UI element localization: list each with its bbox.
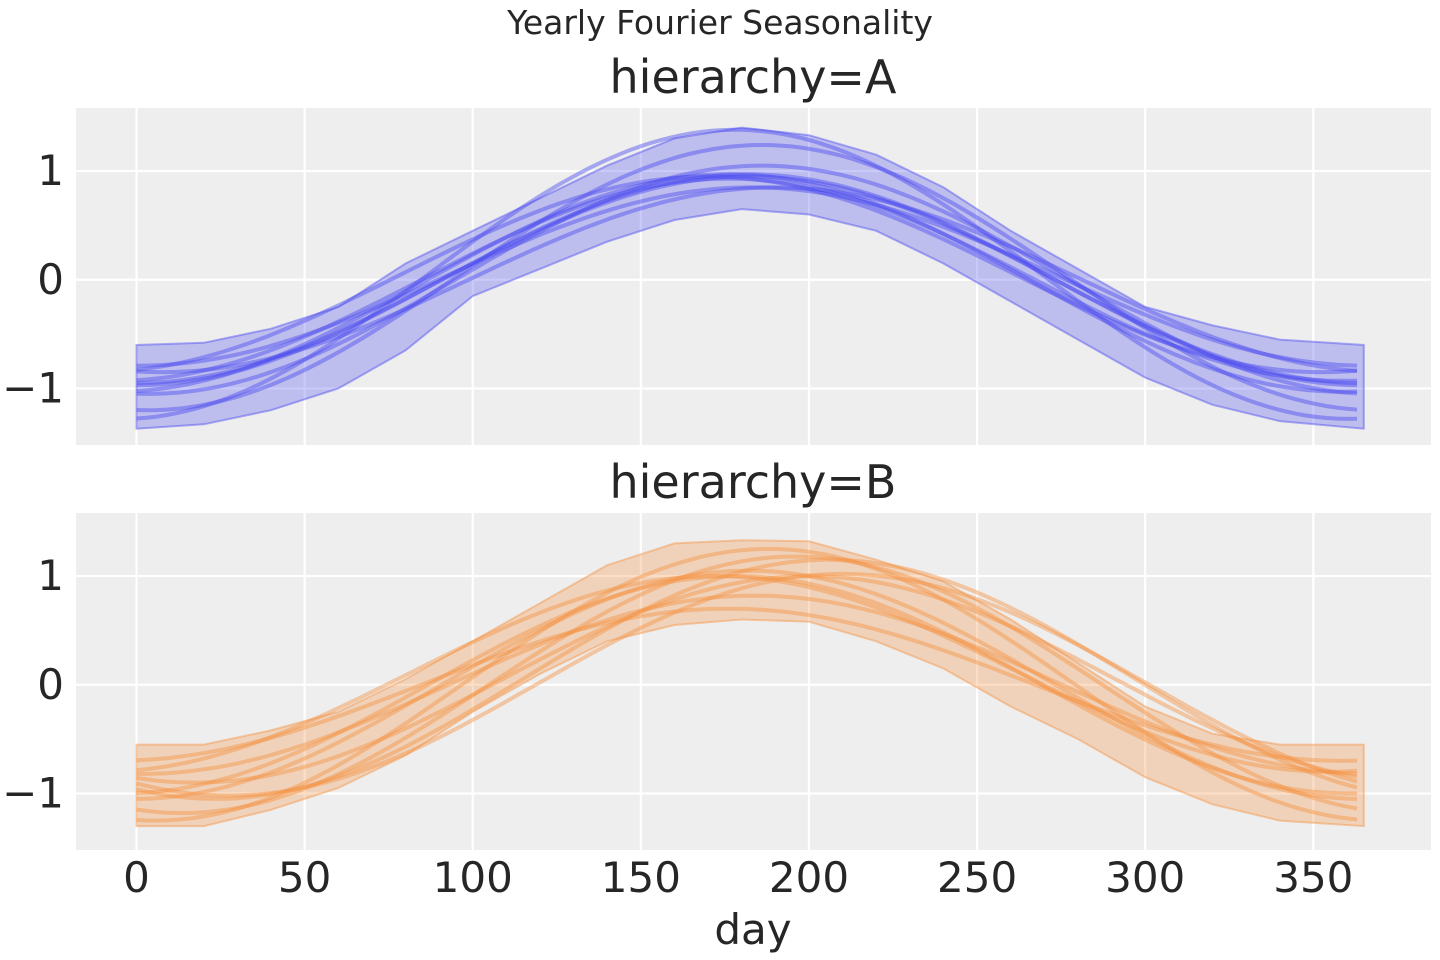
sample-curve-4 — [136, 574, 1358, 796]
x-tick-label: 300 — [1105, 853, 1185, 902]
sample-curve-1 — [136, 176, 1358, 383]
sample-curve-4 — [136, 172, 1358, 388]
sample-curve-2 — [136, 163, 1358, 396]
x-tick-label: 100 — [433, 853, 513, 902]
panel-a-title: hierarchy=A — [610, 50, 897, 104]
y-tick-label: 0 — [37, 255, 64, 304]
sample-curve-3 — [136, 185, 1358, 375]
x-tick-label: 350 — [1273, 853, 1353, 902]
panel-b-band — [135, 539, 1365, 828]
figure-suptitle: Yearly Fourier Seasonality — [506, 3, 933, 42]
sample-curve-9 — [136, 172, 1358, 394]
sample-curve-9 — [136, 606, 1358, 763]
y-tick-label: −1 — [2, 363, 64, 412]
x-axis-label: day — [714, 905, 791, 954]
panel-hierarchy-b: hierarchy=B −1 0 1 0 50 100 150 200 250 300 350 d… — [2, 455, 1431, 954]
panel-b-grid — [76, 513, 1431, 850]
x-tick-label: 150 — [601, 853, 681, 902]
panel-b-lines — [136, 546, 1358, 823]
sample-curve-6 — [136, 546, 1358, 823]
sample-curve-7 — [136, 142, 1358, 413]
x-tick-label: 250 — [937, 853, 1017, 902]
y-tick-label: 0 — [37, 660, 64, 709]
sample-curve-7 — [136, 574, 1358, 785]
y-tick-label: 1 — [37, 146, 64, 195]
sample-curve-8 — [136, 174, 1358, 385]
panel-a-grid — [76, 108, 1431, 445]
panel-b-y-ticks: −1 0 1 — [2, 551, 64, 817]
hdi-band — [135, 126, 1365, 430]
panel-b-x-ticks: 0 50 100 150 200 250 300 350 — [123, 853, 1353, 902]
panel-a-band — [135, 126, 1365, 430]
sample-curve-5 — [136, 557, 1358, 801]
sample-curve-10 — [136, 571, 1358, 798]
x-tick-label: 200 — [769, 853, 849, 902]
panel-hierarchy-a: hierarchy=A −1 0 1 — [2, 50, 1431, 445]
panel-a-lines — [136, 127, 1358, 421]
sample-curve-10 — [136, 185, 1358, 368]
sample-curve-8 — [136, 574, 1358, 774]
x-tick-label: 50 — [278, 853, 331, 902]
y-tick-label: 1 — [37, 551, 64, 600]
hdi-band — [135, 539, 1365, 828]
y-tick-label: −1 — [2, 768, 64, 817]
sample-curve-1 — [136, 568, 1358, 801]
sample-curve-3 — [136, 593, 1358, 776]
sample-curve-5 — [136, 174, 1358, 375]
x-tick-label: 0 — [123, 853, 150, 902]
sample-curve-6 — [136, 127, 1358, 421]
panel-a-y-ticks: −1 0 1 — [2, 146, 64, 412]
panel-b-title: hierarchy=B — [609, 455, 896, 509]
sample-curve-2 — [136, 554, 1358, 815]
